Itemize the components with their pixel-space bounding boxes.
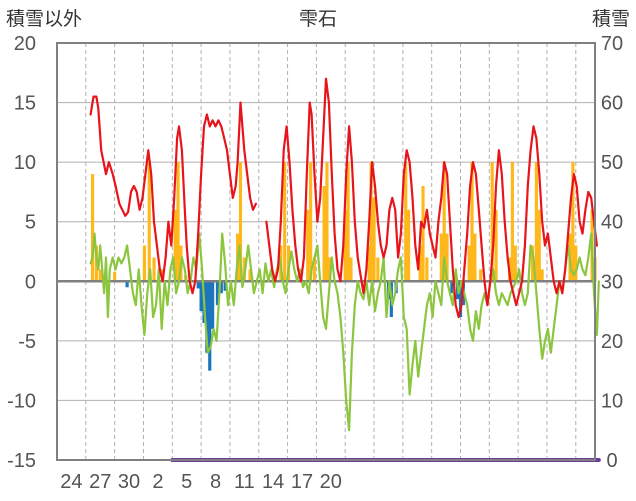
x-tick-label: 14 [262, 471, 284, 493]
x-tick-label: 24 [60, 471, 82, 493]
precipitation-bars [90, 162, 597, 371]
precip-bar [238, 162, 243, 282]
y2-tick-label: 20 [601, 331, 623, 353]
precip-bar [349, 257, 353, 282]
y2-tick-label: 50 [601, 152, 623, 174]
precip-bar [442, 162, 446, 282]
temperature-line [265, 77, 599, 319]
precip-bar [173, 209, 177, 282]
precip-bar [346, 162, 350, 282]
precip-bar [312, 257, 317, 282]
y-tick-label: 0 [25, 271, 36, 293]
precip-bar [467, 245, 471, 282]
precip-bar [283, 162, 287, 282]
precip-bar [142, 245, 147, 282]
x-tick-label: 8 [210, 471, 221, 493]
y-tick-label: -15 [7, 450, 36, 472]
y-axis-label: 積雪以外 [6, 8, 83, 30]
precip-bar [418, 245, 422, 282]
precip-bar [404, 162, 408, 282]
y2-tick-label: 0 [606, 450, 617, 472]
precip-bar-negative [125, 281, 129, 288]
precip-bar [343, 209, 347, 282]
y-tick-label: 20 [14, 33, 36, 55]
precip-bar [369, 162, 373, 282]
precip-bar [540, 269, 544, 282]
green-series-line [89, 232, 600, 432]
precip-bar [113, 271, 117, 282]
y2-tick-label: 70 [601, 33, 623, 55]
x-tick-label: 11 [234, 471, 255, 493]
precip-bar [571, 162, 575, 282]
precip-bar-negative [223, 281, 227, 291]
precip-bar [372, 197, 376, 282]
y-tick-label: -5 [18, 331, 36, 353]
chart-title: 雫石 [298, 8, 337, 30]
precip-bar [309, 162, 313, 282]
precip-bar [306, 209, 310, 282]
precip-bar-negative [219, 281, 223, 294]
y-tick-label: 10 [14, 152, 36, 174]
x-tick-label: 17 [291, 471, 313, 493]
x-tick-label: 5 [181, 471, 192, 493]
y-tick-label: 5 [25, 212, 36, 234]
precip-bar [513, 245, 517, 282]
precip-bar-negative [208, 281, 212, 371]
precip-bar [176, 162, 180, 282]
precip-bar [322, 185, 326, 282]
precip-bar [98, 269, 102, 282]
y2-tick-label: 40 [601, 212, 623, 234]
precip-bar [325, 162, 329, 282]
precip-bar [248, 269, 252, 282]
plot-frame [56, 42, 596, 461]
precip-bar [574, 245, 578, 282]
precip-bar [445, 233, 449, 282]
precip-bar [510, 162, 514, 282]
y2-axis-label: 積雪 [591, 8, 630, 30]
precip-bar [407, 209, 411, 282]
precip-bar [90, 174, 95, 282]
precip-bar [421, 185, 425, 282]
precip-bar [367, 245, 371, 282]
precip-bar-negative [458, 281, 463, 318]
temperature-line [89, 95, 257, 295]
x-tick-label: 27 [89, 471, 111, 493]
precip-bar [530, 245, 535, 282]
precip-bar-negative [205, 281, 209, 353]
precip-bar-negative [211, 281, 215, 329]
precip-bar-negative [450, 281, 454, 294]
x-tick-label: 20 [320, 471, 342, 493]
precip-bar [534, 162, 538, 282]
precip-bar [470, 162, 474, 282]
precip-bar [537, 209, 541, 282]
precip-bar-negative [196, 281, 200, 289]
precip-bar-negative [199, 281, 203, 312]
precip-bar [490, 162, 494, 282]
precip-bar [473, 233, 477, 282]
precip-bar [425, 257, 429, 282]
y2-tick-label: 60 [601, 93, 623, 115]
y2-tick-label: 10 [601, 390, 623, 412]
y-tick-label: -10 [7, 390, 36, 412]
precip-bar [152, 257, 156, 282]
precip-bar [479, 269, 483, 282]
precip-bar [376, 257, 380, 282]
x-tick-label: 30 [118, 471, 140, 493]
precip-bar-negative [215, 281, 220, 306]
y-tick-label: 15 [14, 93, 36, 115]
precip-bar [494, 209, 498, 282]
x-tick-label: 2 [152, 471, 163, 493]
y2-tick-label: 30 [601, 271, 623, 293]
precip-bar [439, 233, 443, 282]
precip-bar [147, 162, 151, 282]
